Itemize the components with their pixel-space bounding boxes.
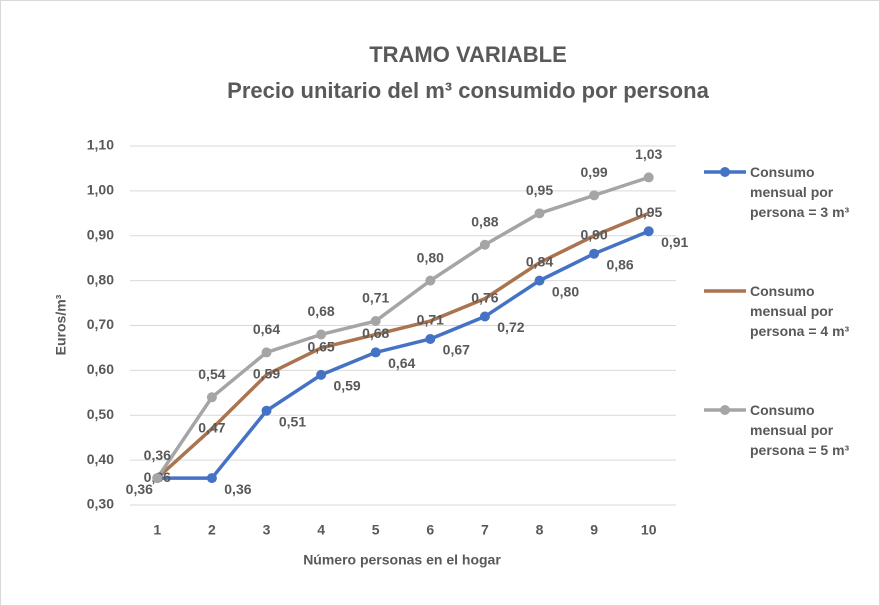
point: [589, 248, 600, 259]
point: [643, 172, 654, 183]
data-label: 0,36: [144, 447, 171, 463]
point: [261, 347, 272, 358]
y-tick-label: 0,60: [87, 361, 114, 377]
y-tick-label: 0,50: [87, 406, 114, 422]
data-label: 0,47: [198, 419, 225, 435]
data-label: 0,68: [307, 303, 334, 319]
y-tick-label: 1,10: [87, 137, 114, 153]
point: [425, 333, 436, 344]
x-tick-label: 1: [153, 522, 161, 538]
data-label: 0,84: [526, 253, 553, 269]
data-label: 0,72: [497, 319, 524, 335]
x-tick-label: 4: [317, 522, 325, 538]
data-label: 0,36: [126, 481, 153, 497]
data-label: 0,51: [279, 413, 306, 429]
legend-label: Consumo mensual por persona = 4 m³: [750, 283, 850, 339]
y-tick-label: 1,00: [87, 182, 114, 198]
data-label: 0,64: [388, 355, 415, 371]
y-tick-label: 0,80: [87, 271, 114, 287]
legend-entry: Consumo mensual por persona = 4 m³: [750, 283, 850, 339]
x-tick-label: 9: [590, 522, 598, 538]
point: [206, 473, 217, 484]
y-tick-label: 0,30: [87, 496, 114, 512]
point: [261, 405, 272, 416]
point: [534, 275, 545, 286]
data-label: 0,80: [552, 283, 579, 299]
data-label: 1,03: [635, 146, 662, 162]
data-label: 0,95: [526, 182, 553, 198]
chart-title: TRAMO VARIABLE: [369, 42, 567, 67]
point: [479, 239, 490, 250]
data-label: 0,36: [224, 481, 251, 497]
data-label: 0,88: [471, 213, 498, 229]
data-label: 0,71: [417, 312, 444, 328]
data-label: 0,59: [333, 378, 360, 394]
legend-marker: [720, 405, 730, 415]
x-tick-label: 3: [263, 522, 271, 538]
legend-entry: Consumo mensual por persona = 3 m³: [750, 164, 850, 220]
point: [425, 275, 436, 286]
point: [479, 311, 490, 322]
x-tick-label: 6: [426, 522, 434, 538]
data-label: 0,91: [661, 234, 688, 250]
data-label: 0,90: [580, 226, 607, 242]
data-label: 0,59: [253, 366, 280, 382]
data-label: 0,86: [606, 256, 633, 272]
point: [589, 190, 600, 201]
point: [534, 208, 545, 219]
point: [206, 392, 217, 403]
y-tick-label: 0,40: [87, 451, 114, 467]
x-tick-label: 8: [536, 522, 544, 538]
data-label: 0,80: [417, 249, 444, 265]
x-tick-label: 7: [481, 522, 489, 538]
data-label: 0,64: [253, 321, 280, 337]
legend-label: Consumo mensual por persona = 5 m³: [750, 402, 850, 458]
legend-entry: Consumo mensual por persona = 5 m³: [750, 402, 850, 458]
point: [316, 329, 327, 340]
point: [370, 347, 381, 358]
data-label: 0,76: [471, 289, 498, 305]
data-label: 0,99: [580, 164, 607, 180]
series-line: [155, 175, 650, 480]
data-label: 0,68: [362, 325, 389, 341]
data-label: 0,67: [443, 342, 470, 358]
point: [316, 369, 327, 380]
data-label: 0,54: [198, 366, 225, 382]
x-axis-label: Número personas en el hogar: [303, 552, 501, 568]
series-line: [157, 229, 650, 480]
data-label: 0,65: [307, 339, 334, 355]
x-tick-label: 5: [372, 522, 380, 538]
y-tick-label: 0,70: [87, 316, 114, 332]
data-label: 0,71: [362, 290, 389, 306]
point: [370, 316, 381, 327]
x-tick-label: 10: [641, 522, 657, 538]
legend-label: Consumo mensual por persona = 3 m³: [750, 164, 850, 220]
point: [152, 473, 163, 484]
y-axis-label: Euros/m³: [53, 294, 69, 355]
point: [643, 226, 654, 237]
y-tick-label: 0,90: [87, 226, 114, 242]
x-tick-label: 2: [208, 522, 216, 538]
series-line: [156, 211, 650, 480]
data-label: 0,95: [635, 204, 662, 220]
chart-subtitle: Precio unitario del m³ consumido por per…: [227, 78, 709, 103]
legend-marker: [720, 167, 730, 177]
